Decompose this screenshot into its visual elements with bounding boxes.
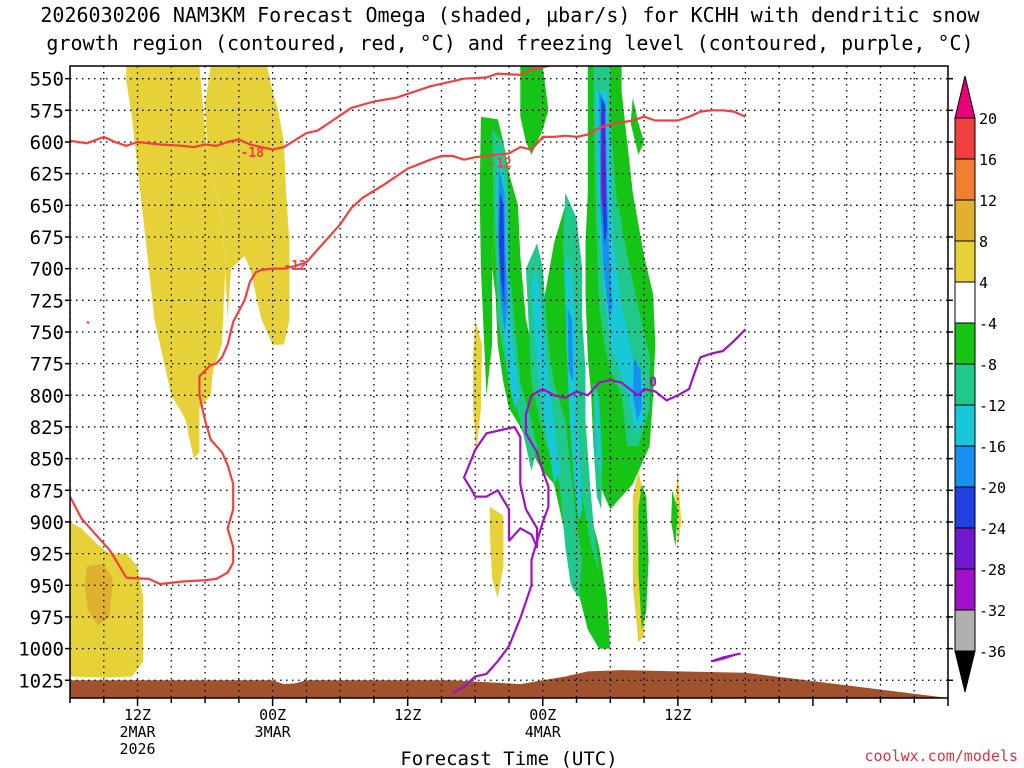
y-tick-label: 825 <box>30 417 64 439</box>
colorbar-label: -8 <box>979 356 997 374</box>
colorbar-band <box>954 199 976 242</box>
y-tick-label: 875 <box>30 480 64 502</box>
colorbar-label: 20 <box>979 110 997 128</box>
colorbar-label: -28 <box>979 561 1006 579</box>
colorbar-label: -24 <box>979 520 1006 538</box>
y-tick-label: 550 <box>30 69 64 91</box>
colorbar-band <box>954 240 976 283</box>
contour-line <box>462 425 539 549</box>
omega-shaded-region <box>520 66 549 155</box>
x-tick-label: 2026 <box>119 740 155 758</box>
omega-shaded-region <box>531 268 560 484</box>
contour-label: -18 <box>241 146 265 161</box>
omega-shaded-region <box>205 66 290 345</box>
plot-area: -18 -12 -12 0 <box>69 65 949 699</box>
y-tick-label: 600 <box>30 132 64 154</box>
omega-shaded-region <box>601 110 606 212</box>
plot-content: -18 -12 -12 0 <box>70 66 948 698</box>
omega-shaded-region <box>473 319 482 453</box>
omega-shaded-region <box>489 506 504 598</box>
x-tick-label: 12Z <box>124 706 151 724</box>
omega-shaded-region <box>630 97 645 155</box>
colorbar-label: -20 <box>979 479 1006 497</box>
credit-text: coolwx.com/models <box>864 747 1018 765</box>
colorbar-label: -4 <box>979 315 997 333</box>
y-tick-label: 725 <box>30 290 64 312</box>
contour-label: -12 <box>488 156 511 171</box>
x-axis-label: Forecast Time (UTC) <box>400 748 617 768</box>
omega-shaded-region <box>638 484 649 630</box>
colorbar-label: -12 <box>979 397 1006 415</box>
omega-shaded-region <box>479 116 509 396</box>
title-line-2: growth region (contoured, red, °C) and f… <box>46 31 973 55</box>
contour-label: -12 <box>283 259 306 274</box>
x-tick-label: 2MAR <box>119 723 156 741</box>
y-tick-label: 700 <box>30 259 64 281</box>
colorbar-band <box>954 281 976 324</box>
omega-shaded-region <box>498 192 505 307</box>
colorbar-label: 4 <box>979 274 988 292</box>
omega-shaded-region <box>632 357 642 421</box>
colorbar-band <box>954 609 976 652</box>
y-axis: 550 575 600 625 650 675 700 725 750 775 800 825 850 8… <box>18 69 953 692</box>
y-tick-label: 675 <box>30 227 64 249</box>
omega-shaded-region <box>84 563 113 626</box>
colorbar-band <box>954 322 976 365</box>
colorbar-lower-arrow <box>954 650 976 693</box>
x-tick-label: 12Z <box>394 706 421 724</box>
title-line-1: 2026030206 NAM3KM Forecast Omega (shaded… <box>40 3 980 27</box>
colorbar-band <box>954 404 976 447</box>
contour-line <box>86 320 90 325</box>
colorbar-label: 12 <box>979 192 997 210</box>
y-tick-label: 950 <box>30 575 64 597</box>
colorbar-upper-arrow <box>954 75 976 119</box>
colorbar-band <box>954 158 976 201</box>
colorbar-band <box>954 486 976 529</box>
x-tick-label: 4MAR <box>525 723 562 741</box>
omega-shaded-region <box>595 91 645 434</box>
x-tick-label: 3MAR <box>255 723 292 741</box>
colorbar-label: -36 <box>979 643 1006 661</box>
y-tick-label: 1000 <box>18 639 64 661</box>
y-tick-label: 575 <box>30 100 64 122</box>
contour-line <box>711 652 741 663</box>
y-tick-label: 775 <box>30 354 64 376</box>
y-tick-label: 800 <box>30 385 64 407</box>
contour-line <box>70 66 554 151</box>
contour-label: 0 <box>649 375 657 390</box>
colorbar-band <box>954 363 976 406</box>
colorbar-label: -16 <box>979 438 1006 456</box>
y-tick-label: 750 <box>30 322 64 344</box>
y-tick-label: 850 <box>30 449 64 471</box>
colorbar-label: -32 <box>979 602 1006 620</box>
contour-line <box>452 328 747 694</box>
colorbar-band <box>954 117 976 160</box>
x-tick-label: 00Z <box>529 706 556 724</box>
colorbar-label: 8 <box>979 233 988 251</box>
contour-line <box>70 109 746 586</box>
omega-shaded-region <box>671 490 678 548</box>
y-tick-label: 900 <box>30 512 64 534</box>
colorbar-band <box>954 445 976 488</box>
x-tick-label: 12Z <box>664 706 691 724</box>
colorbar-band <box>954 568 976 611</box>
y-tick-label: 975 <box>30 607 64 629</box>
omega-shaded-region <box>126 66 226 459</box>
y-tick-label: 650 <box>30 195 64 217</box>
colorbar-band <box>954 527 976 570</box>
colorbar: 20 16 12 8 4 -4 -8 -12 -16 -20 -24 -28 -32 -36 <box>954 75 1006 693</box>
omega-shaded-region <box>675 468 682 548</box>
y-tick-label: 625 <box>30 164 64 186</box>
colorbar-label: 16 <box>979 151 997 169</box>
x-tick-label: 00Z <box>259 706 286 724</box>
y-tick-label: 925 <box>30 544 64 566</box>
y-tick-label: 1025 <box>18 670 64 692</box>
title: 2026030206 NAM3KM Forecast Omega (shaded… <box>40 3 980 55</box>
omega-shaded-region <box>594 382 602 472</box>
